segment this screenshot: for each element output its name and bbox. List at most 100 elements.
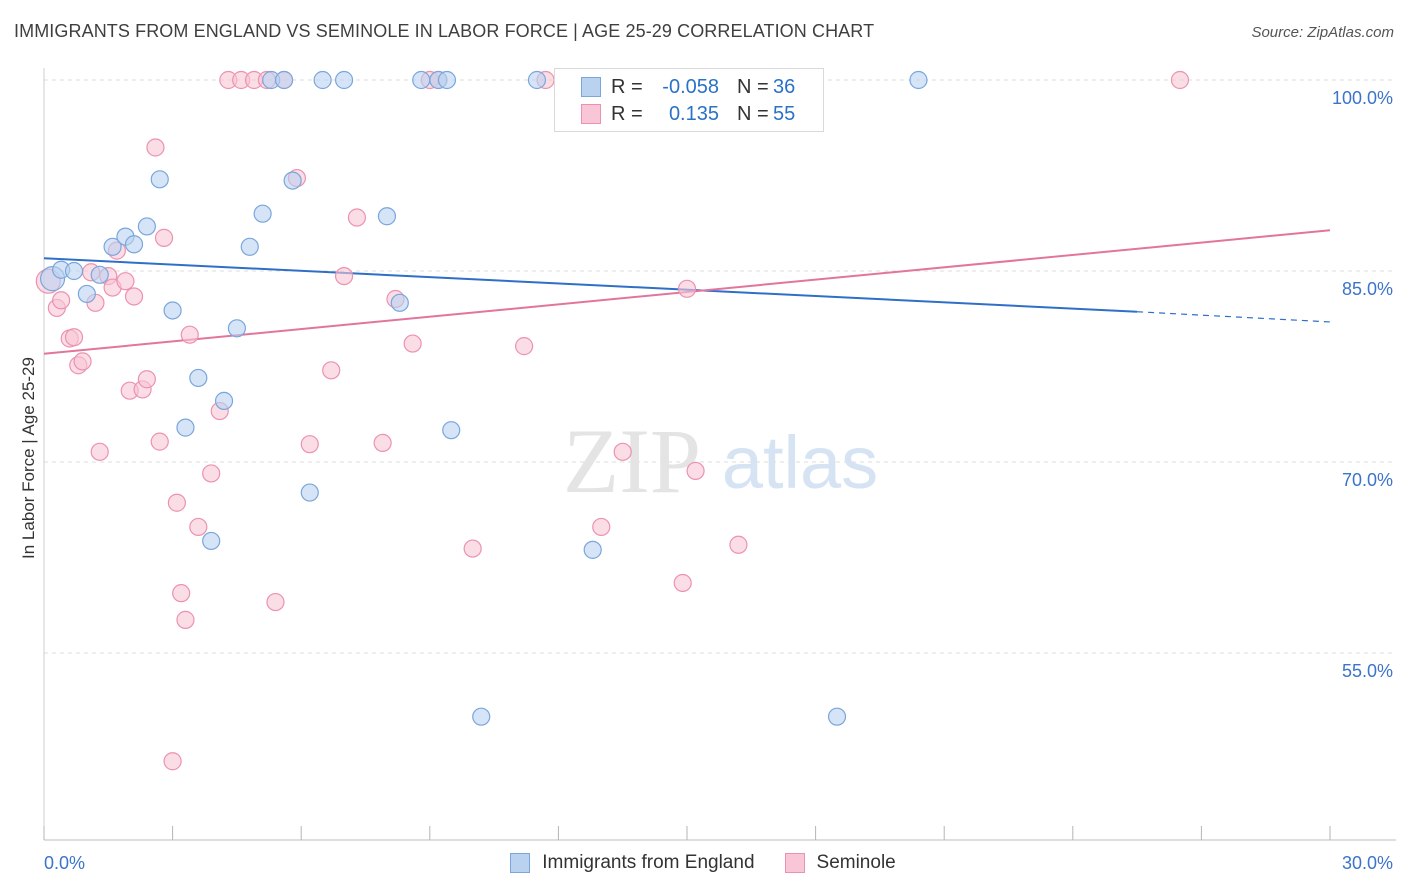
point-england [253, 204, 272, 223]
point-england [527, 70, 547, 90]
point-england [442, 421, 461, 440]
point-england [377, 207, 397, 226]
point-seminole [463, 539, 482, 558]
point-seminole [673, 573, 692, 593]
point-england [909, 70, 928, 90]
point-england [103, 237, 122, 256]
point-seminole [686, 461, 705, 481]
point-england [300, 483, 319, 502]
point-seminole [172, 584, 191, 603]
point-england [240, 237, 259, 256]
legend-r-value: -0.058 [662, 75, 719, 98]
legend-row-england: R = -0.058 N = 36 [581, 74, 795, 100]
x-tick-label: 0.0% [44, 853, 85, 873]
point-seminole [163, 752, 182, 771]
watermark-zip: ZIP [563, 410, 701, 512]
trend-line-england-extension [1137, 311, 1331, 323]
point-england [313, 70, 332, 90]
point-seminole [677, 279, 697, 298]
point-england [283, 171, 302, 190]
point-england [227, 319, 246, 338]
point-england [150, 170, 169, 189]
point-seminole [300, 435, 319, 454]
point-seminole [373, 433, 392, 452]
series-legend-england[interactable]: Immigrants from England [510, 852, 755, 874]
watermark-atlas: atlas [722, 421, 878, 504]
series-legend: Immigrants from England Seminole [0, 852, 1406, 874]
point-seminole [202, 464, 221, 483]
series-label-seminole: Seminole [816, 852, 896, 873]
point-seminole [124, 287, 144, 306]
point-seminole [167, 493, 186, 512]
point-seminole [347, 208, 367, 227]
x-tick-label: 30.0% [1342, 853, 1393, 873]
point-england [77, 284, 96, 304]
legend-swatch-seminole [581, 104, 601, 124]
point-england [90, 265, 109, 284]
point-england [274, 70, 294, 90]
y-tick-label: 85.0% [1342, 279, 1393, 299]
point-england [163, 301, 182, 320]
y-tick-label: 100.0% [1332, 88, 1393, 108]
legend-swatch-england [581, 77, 601, 97]
point-england [437, 70, 457, 90]
point-seminole [116, 272, 135, 291]
point-england [472, 707, 491, 726]
legend-r-label: R = [611, 102, 643, 125]
correlation-legend: R = -0.058 N = 36 R = 0.135 N = 55 [554, 68, 824, 132]
series-legend-seminole[interactable]: Seminole [784, 852, 896, 874]
axis-labels: 100.0% 85.0% 70.0% 55.0% 0.0% 30.0% [44, 88, 1393, 873]
y-tick-label: 70.0% [1342, 470, 1393, 490]
point-seminole [150, 432, 169, 451]
point-seminole [515, 337, 534, 356]
legend-n-label: N = [737, 102, 769, 125]
trend-line-england [43, 257, 1138, 313]
point-england [390, 293, 409, 312]
legend-r-label: R = [611, 75, 643, 98]
point-seminole [1170, 70, 1190, 90]
point-seminole [52, 291, 71, 310]
point-england [124, 235, 144, 254]
point-seminole [73, 352, 92, 371]
point-seminole [266, 592, 285, 612]
point-england [583, 540, 602, 559]
point-seminole [90, 442, 109, 461]
point-seminole [189, 517, 208, 537]
point-seminole [176, 610, 195, 629]
series-swatch-seminole [784, 853, 805, 873]
legend-n-value: 36 [773, 75, 796, 98]
point-seminole [180, 325, 199, 344]
series-label-england: Immigrants from England [542, 852, 755, 873]
data-points [35, 70, 1190, 771]
point-seminole [403, 334, 422, 353]
axes [43, 68, 1396, 841]
point-seminole [137, 370, 156, 389]
y-axis-label: In Labor Force | Age 25-29 [19, 357, 38, 559]
legend-row-seminole: R = 0.135 N = 55 [581, 101, 795, 127]
point-seminole [613, 442, 632, 461]
legend-n-label: N = [737, 75, 769, 98]
source-label: Source: ZipAtlas.com [1251, 24, 1394, 41]
point-england [334, 70, 354, 90]
point-england [189, 368, 208, 388]
legend-n-value: 55 [773, 102, 796, 125]
series-swatch-england [510, 853, 531, 873]
point-england [827, 707, 847, 726]
point-england [64, 261, 84, 281]
point-england [137, 217, 156, 236]
chart-title: IMMIGRANTS FROM ENGLAND VS SEMINOLE IN L… [14, 21, 875, 41]
point-england [176, 418, 195, 437]
point-seminole [146, 138, 165, 157]
point-england [412, 70, 431, 90]
watermark: ZIP atlas [563, 410, 878, 512]
point-seminole [729, 535, 748, 554]
point-seminole [592, 517, 611, 537]
y-tick-label: 55.0% [1342, 661, 1393, 681]
point-seminole [64, 328, 84, 347]
point-seminole [154, 228, 174, 247]
grid-lines [44, 79, 1395, 654]
legend-r-value: 0.135 [668, 102, 719, 125]
point-england [202, 531, 221, 551]
point-england [214, 391, 234, 410]
